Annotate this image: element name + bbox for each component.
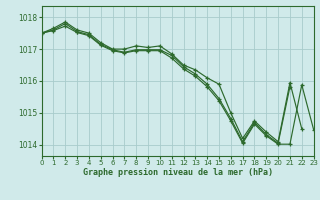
X-axis label: Graphe pression niveau de la mer (hPa): Graphe pression niveau de la mer (hPa) xyxy=(83,168,273,177)
